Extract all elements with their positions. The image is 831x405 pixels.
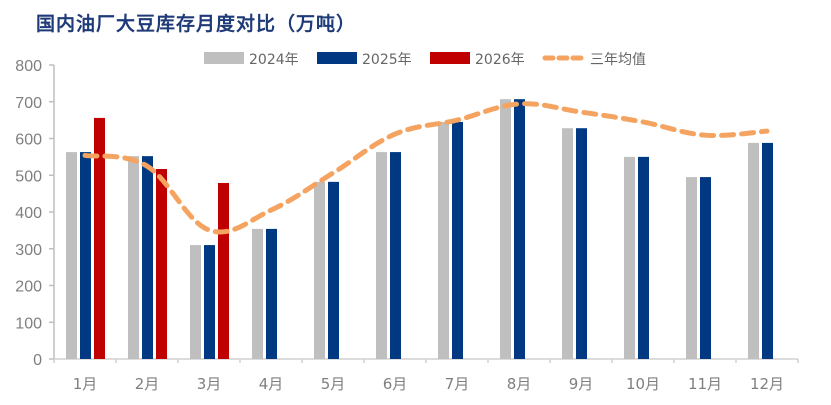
bar-2026-3 — [218, 182, 229, 359]
x-tick-label: 2月 — [135, 375, 160, 393]
x-tick-label: 1月 — [73, 375, 98, 393]
bar-2024-11 — [686, 177, 697, 359]
x-tick-label: 8月 — [507, 375, 532, 393]
x-tick-label: 9月 — [569, 375, 594, 393]
bar-2025-7 — [452, 121, 463, 360]
bar-2025-8 — [514, 99, 525, 360]
chart-title: 国内油厂大豆库存月度对比（万吨） — [36, 13, 357, 35]
y-tick-label: 300 — [15, 242, 42, 259]
legend-label: 2026年 — [475, 52, 525, 68]
y-tick-label: 600 — [15, 132, 42, 149]
x-tick-label: 6月 — [383, 375, 408, 393]
y-tick-label: 700 — [15, 95, 42, 112]
x-tick-label: 4月 — [259, 375, 284, 393]
y-tick-label: 400 — [15, 205, 42, 222]
legend-label: 2025年 — [362, 52, 412, 68]
bar-2025-2 — [142, 156, 153, 359]
bar-2025-9 — [576, 128, 587, 359]
bar-2024-1 — [66, 152, 77, 359]
x-tick-label: 3月 — [197, 375, 222, 393]
y-tick-label: 200 — [15, 279, 42, 296]
bar-2025-11 — [700, 177, 711, 359]
bar-2025-1 — [80, 152, 91, 359]
bar-2024-8 — [500, 99, 511, 360]
y-tick-label: 500 — [15, 168, 42, 185]
bar-2024-7 — [438, 121, 449, 360]
bar-2024-3 — [190, 245, 201, 359]
average-line-path — [82, 101, 770, 235]
bar-2024-9 — [562, 128, 573, 359]
x-tick-label: 5月 — [321, 375, 346, 393]
bar-2024-10 — [624, 156, 635, 359]
y-tick-label: 800 — [15, 58, 42, 75]
x-tick-label: 7月 — [445, 375, 470, 393]
legend-label: 2024年 — [249, 52, 299, 68]
bar-2024-6 — [376, 152, 387, 359]
bar-2024-4 — [252, 228, 263, 359]
bar-2026-1 — [94, 117, 105, 359]
legend: 2024年 2025年 2026年 三年均值 — [204, 52, 646, 68]
x-tick-label: 11月 — [688, 375, 722, 393]
x-tick-label: 12月 — [750, 375, 784, 393]
legend-swatch-2026 — [430, 52, 470, 64]
legend-label: 三年均值 — [590, 52, 646, 68]
bar-2025-4 — [266, 228, 277, 359]
bar-2025-12 — [762, 142, 773, 359]
legend-swatch-2025 — [317, 52, 357, 64]
bar-2025-3 — [204, 245, 215, 359]
legend-swatch-2024 — [204, 52, 244, 64]
y-tick-label: 0 — [33, 352, 42, 369]
bar-2025-5 — [328, 181, 339, 359]
bar-2024-5 — [314, 181, 325, 359]
bar-2025-6 — [390, 152, 401, 359]
y-tick-label: 100 — [15, 315, 42, 332]
bars — [66, 99, 773, 360]
bar-2026-2 — [156, 169, 167, 359]
axes: 0 100 200 300 400 500 600 700 800 1月 2月 3月 4月 5月 6月 7月 8… — [15, 58, 799, 393]
x-tick-label: 10月 — [626, 375, 660, 393]
bar-2024-12 — [748, 142, 759, 359]
bar-2025-10 — [638, 156, 649, 359]
average-line — [82, 101, 770, 235]
bar-2024-2 — [128, 156, 139, 359]
